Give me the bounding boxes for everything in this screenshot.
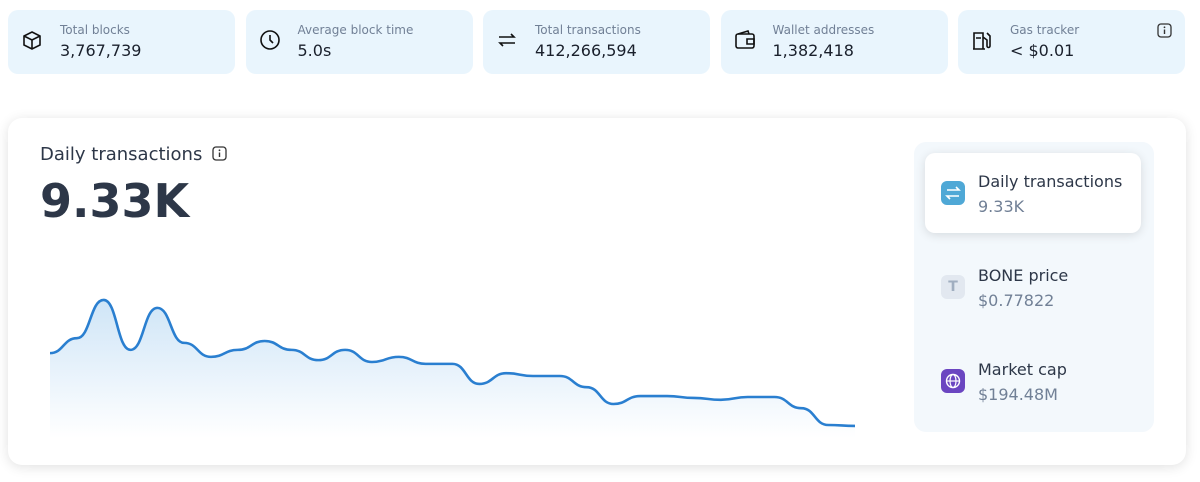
stat-value: 5.0s — [297, 41, 332, 60]
stat-icon — [498, 33, 516, 47]
chart-headline: 9.33K — [40, 174, 190, 228]
stat-card: Total transactions 412,266,594 — [483, 10, 710, 74]
stat-icon — [973, 32, 991, 50]
metric-option[interactable]: Daily transactions 9.33K — [925, 153, 1141, 233]
info-icon[interactable] — [212, 146, 228, 162]
stat-label: Wallet addresses — [772, 23, 875, 37]
metric-value: $0.77822 — [978, 291, 1055, 310]
metric-title: Daily transactions — [978, 172, 1123, 191]
stat-icon — [23, 31, 41, 50]
stat-label: Total blocks — [60, 23, 130, 37]
icon-glyph — [945, 373, 961, 389]
metric-icon — [941, 181, 965, 205]
stat-label: Gas tracker — [1010, 23, 1080, 37]
stat-value: 3,767,739 — [60, 41, 142, 60]
stat-card: Gas tracker < $0.01 — [958, 10, 1185, 74]
chart-panel: Daily transactions 9.33K Daily transacti… — [8, 118, 1186, 465]
metric-title: BONE price — [978, 266, 1069, 285]
stat-card: Average block time 5.0s — [245, 10, 473, 74]
metric-option[interactable]: Market cap $194.48M — [925, 341, 1141, 421]
chart-title-text: Daily transactions — [40, 144, 203, 165]
metric-value: $194.48M — [978, 385, 1058, 404]
info-icon[interactable] — [1157, 23, 1173, 39]
stat-card: Total blocks 3,767,739 — [8, 10, 235, 74]
stat-value: < $0.01 — [1010, 41, 1075, 60]
stat-card: Wallet addresses 1,382,418 — [720, 10, 948, 74]
metric-option[interactable]: T BONE price $0.77822 — [925, 247, 1141, 327]
icon-glyph — [945, 186, 961, 200]
stat-label: Total transactions — [535, 23, 641, 37]
metric-title: Market cap — [978, 360, 1067, 379]
stat-icon — [734, 30, 755, 49]
metric-value: 9.33K — [978, 197, 1025, 216]
chart-title: Daily transactions — [40, 144, 228, 165]
stat-label: Average block time — [297, 23, 414, 37]
line — [49, 298, 856, 428]
chart — [49, 298, 856, 438]
metric-selector: Daily transactions 9.33K T BONE price $0.778… — [914, 142, 1154, 432]
stat-value: 412,266,594 — [535, 41, 637, 60]
metric-icon — [941, 369, 965, 393]
area — [50, 299, 855, 438]
metric-icon: T — [941, 275, 965, 299]
stat-icon — [259, 30, 280, 50]
stat-value: 1,382,418 — [772, 41, 854, 60]
